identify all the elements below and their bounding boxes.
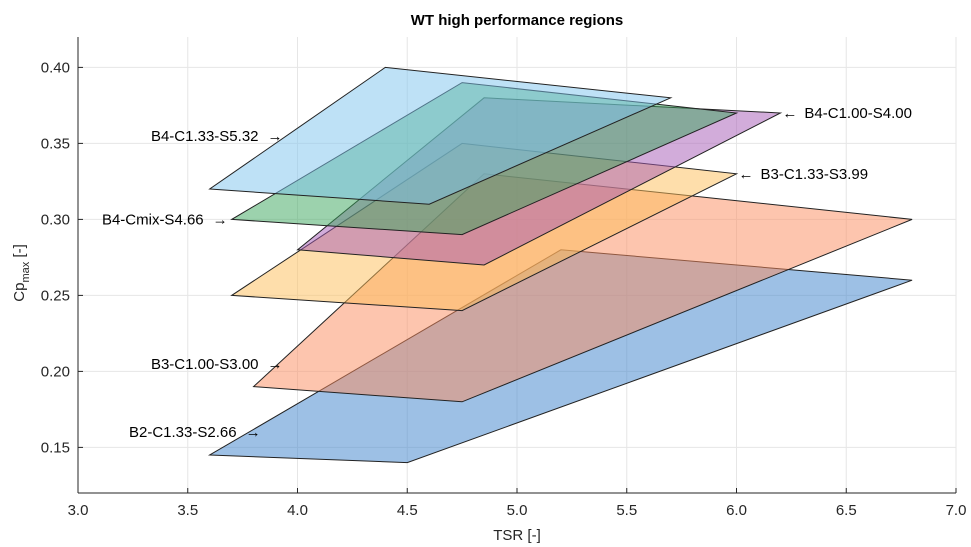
y-tick-label: 0.25 xyxy=(41,287,70,304)
x-tick-label: 3.0 xyxy=(68,502,89,519)
y-axis-label-sub: max xyxy=(20,261,32,282)
x-tick-label: 4.5 xyxy=(397,502,418,519)
annotation-b4-cmix-s4-66: → B4-Cmix-S4.66 xyxy=(102,211,228,228)
annotation-arrow: → xyxy=(246,424,261,441)
annotation-arrow: → xyxy=(268,356,283,373)
annotation-arrow: → xyxy=(268,128,283,145)
x-tick-label: 6.5 xyxy=(836,502,857,519)
annotation-b4-c1-33-s5-32: → B4-C1.33-S5.32 xyxy=(151,128,283,145)
annotation-b3-c1-33-s3-99: ← B3-C1.33-S3.99 xyxy=(739,166,869,183)
annotation-arrow: ← xyxy=(739,166,754,183)
regions xyxy=(207,66,913,464)
annotation-arrow: → xyxy=(213,211,228,228)
x-tick-label: 5.0 xyxy=(507,502,528,519)
x-tick-label: 3.5 xyxy=(177,502,198,519)
chart-title: WT high performance regions xyxy=(411,12,624,29)
y-tick-label: 0.15 xyxy=(41,439,70,456)
y-tick-label: 0.35 xyxy=(41,135,70,152)
annotation-b4-c1-00-s4-00: ← B4-C1.00-S4.00 xyxy=(782,105,912,122)
annotation-arrow: ← xyxy=(782,105,797,122)
x-tick-label: 6.0 xyxy=(726,502,747,519)
y-axis-label-main: Cp xyxy=(11,283,28,302)
axes: 3.0 3.5 4.0 4.5 5.0 5.5 6.0 6.5 7.0 0.15 0.20 0.25 0… xyxy=(41,37,967,519)
annotation-b3-c1-00-s3-00: → B3-C1.00-S3.00 xyxy=(151,356,283,373)
x-axis-label: TSR [-] xyxy=(493,527,541,544)
x-tick-label: 7.0 xyxy=(946,502,967,519)
annotation-label: B2-C1.33-S2.66 xyxy=(129,424,237,441)
annotation-label: B3-C1.00-S3.00 xyxy=(151,356,259,373)
y-tick-label: 0.20 xyxy=(41,363,70,380)
x-tick-label: 4.0 xyxy=(287,502,308,519)
y-axis-label-suffix: [-] xyxy=(11,244,28,262)
annotation-label: B4-C1.33-S5.32 xyxy=(151,128,259,145)
region-b4-c1-33-s5-32 xyxy=(208,66,673,205)
annotation-label: B4-Cmix-S4.66 xyxy=(102,211,204,228)
y-axis-label: Cpmax [-] xyxy=(11,244,32,301)
annotation-label: B4-C1.00-S4.00 xyxy=(804,105,912,122)
annotation-b2-c1-33-s2-66: → B2-C1.33-S2.66 xyxy=(129,424,261,441)
annotations: → B2-C1.33-S2.66 → B3-C1.00-S3.00 ← B3-C1.33-… xyxy=(102,105,912,441)
y-tick-label: 0.30 xyxy=(41,211,70,228)
x-tick-label: 5.5 xyxy=(616,502,637,519)
y-tick-label: 0.40 xyxy=(41,59,70,76)
annotation-label: B3-C1.33-S3.99 xyxy=(761,166,869,183)
